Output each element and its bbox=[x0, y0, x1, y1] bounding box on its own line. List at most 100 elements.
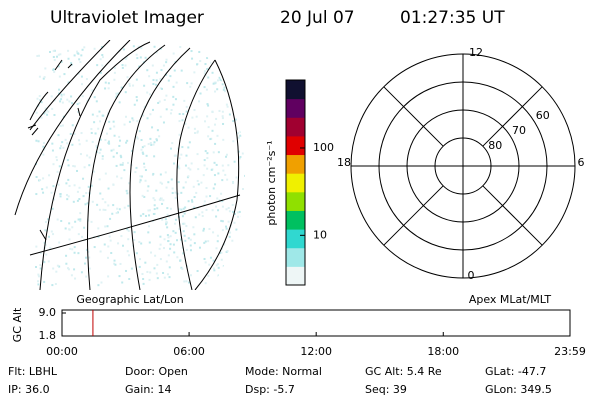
speckle bbox=[205, 195, 208, 198]
speckle bbox=[165, 108, 168, 111]
speckle bbox=[144, 56, 147, 59]
speckle bbox=[135, 166, 138, 169]
speckle bbox=[230, 284, 233, 287]
speckle bbox=[218, 109, 221, 112]
speckle bbox=[236, 259, 239, 262]
speckle bbox=[172, 103, 175, 106]
speckle bbox=[88, 164, 91, 167]
speckle bbox=[109, 127, 112, 130]
speckle bbox=[234, 54, 237, 57]
speckle bbox=[183, 280, 186, 283]
speckle bbox=[178, 112, 181, 115]
speckle bbox=[153, 267, 156, 270]
speckle bbox=[170, 109, 173, 112]
speckle bbox=[213, 174, 216, 177]
speckle bbox=[174, 191, 177, 194]
speckle bbox=[205, 88, 208, 91]
speckle bbox=[237, 69, 240, 72]
speckle bbox=[143, 105, 146, 108]
speckle bbox=[91, 89, 94, 92]
speckle bbox=[42, 77, 45, 80]
speckle bbox=[99, 138, 102, 141]
colorbar-tick-label: 10 bbox=[313, 228, 327, 241]
speckle bbox=[209, 195, 212, 198]
speckle bbox=[58, 265, 61, 268]
speckle bbox=[126, 228, 129, 231]
speckle bbox=[115, 95, 118, 98]
mlt-label: 12 bbox=[469, 46, 483, 59]
speckle bbox=[53, 59, 56, 62]
speckle bbox=[185, 280, 188, 283]
speckle bbox=[68, 228, 71, 231]
speckle bbox=[196, 207, 199, 210]
speckle bbox=[63, 93, 66, 96]
speckle bbox=[204, 261, 207, 264]
speckle bbox=[121, 64, 124, 67]
speckle bbox=[165, 260, 168, 263]
meridian bbox=[176, 59, 216, 290]
speckle bbox=[107, 142, 110, 145]
speckle bbox=[103, 243, 106, 246]
speckle bbox=[198, 246, 201, 249]
speckle bbox=[212, 82, 215, 85]
speckle bbox=[67, 81, 70, 84]
speckle bbox=[152, 143, 155, 146]
speckle bbox=[187, 126, 190, 129]
speckle bbox=[180, 69, 183, 72]
speckle bbox=[152, 213, 155, 216]
speckle bbox=[161, 202, 164, 205]
speckle bbox=[35, 193, 38, 196]
speckle bbox=[232, 182, 235, 185]
speckle bbox=[166, 273, 169, 276]
speckle bbox=[229, 231, 232, 234]
speckle bbox=[52, 267, 55, 270]
speckle bbox=[116, 207, 119, 210]
speckle bbox=[203, 257, 206, 260]
speckle bbox=[182, 186, 185, 189]
speckle bbox=[98, 110, 101, 113]
speckle bbox=[44, 67, 47, 70]
speckle bbox=[42, 145, 45, 148]
info-footer: Flt: LBHL IP: 36.0 Door: Open Gain: 14 Mode:… bbox=[8, 365, 552, 396]
speckle bbox=[138, 265, 141, 268]
speckle bbox=[99, 148, 102, 151]
emission-speckles bbox=[35, 45, 245, 287]
speckle bbox=[207, 126, 210, 129]
speckle bbox=[225, 153, 228, 156]
speckle bbox=[60, 95, 63, 98]
speckle bbox=[216, 79, 219, 82]
speckle bbox=[133, 231, 136, 234]
speckle bbox=[217, 151, 220, 154]
speckle bbox=[59, 147, 62, 150]
speckle bbox=[57, 183, 60, 186]
speckle bbox=[162, 271, 165, 274]
speckle bbox=[214, 123, 217, 126]
speckle bbox=[61, 141, 64, 144]
speckle bbox=[136, 137, 139, 140]
speckle bbox=[189, 168, 192, 171]
speckle bbox=[80, 132, 83, 135]
speckle bbox=[235, 252, 238, 255]
speckle bbox=[97, 127, 100, 130]
speckle bbox=[107, 187, 110, 190]
speckle bbox=[158, 135, 161, 138]
speckle bbox=[173, 69, 176, 72]
speckle bbox=[85, 78, 88, 81]
speckle bbox=[182, 113, 185, 116]
speckle bbox=[101, 45, 104, 48]
speckle bbox=[76, 50, 79, 53]
speckle bbox=[83, 262, 86, 265]
speckle bbox=[140, 175, 143, 178]
speckle bbox=[38, 75, 41, 78]
speckle bbox=[58, 75, 61, 78]
speckle bbox=[163, 238, 166, 241]
speckle bbox=[70, 95, 73, 98]
speckle bbox=[142, 114, 145, 117]
speckle bbox=[204, 150, 207, 153]
speckle bbox=[140, 47, 143, 50]
speckle bbox=[45, 109, 48, 112]
speckle bbox=[183, 234, 186, 237]
x-tick-label: 00:00 bbox=[46, 345, 78, 358]
speckle bbox=[161, 182, 164, 185]
speckle bbox=[42, 153, 45, 156]
